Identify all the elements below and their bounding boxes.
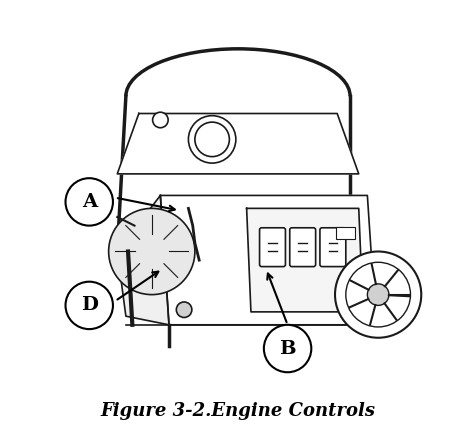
- Polygon shape: [247, 208, 363, 312]
- Circle shape: [264, 325, 311, 372]
- Circle shape: [188, 116, 236, 163]
- Circle shape: [367, 284, 389, 306]
- Circle shape: [176, 302, 192, 318]
- Polygon shape: [117, 114, 359, 174]
- FancyBboxPatch shape: [337, 227, 355, 240]
- Circle shape: [335, 251, 421, 338]
- Polygon shape: [117, 195, 169, 325]
- Text: B: B: [279, 339, 296, 358]
- Text: D: D: [81, 296, 98, 314]
- Polygon shape: [160, 195, 376, 325]
- Text: Figure 3-2.Engine Controls: Figure 3-2.Engine Controls: [100, 402, 376, 420]
- Circle shape: [109, 208, 195, 295]
- Circle shape: [153, 112, 168, 128]
- Text: A: A: [82, 193, 97, 211]
- Circle shape: [66, 178, 113, 226]
- FancyBboxPatch shape: [320, 228, 346, 266]
- FancyBboxPatch shape: [259, 228, 286, 266]
- Circle shape: [66, 282, 113, 329]
- FancyBboxPatch shape: [290, 228, 316, 266]
